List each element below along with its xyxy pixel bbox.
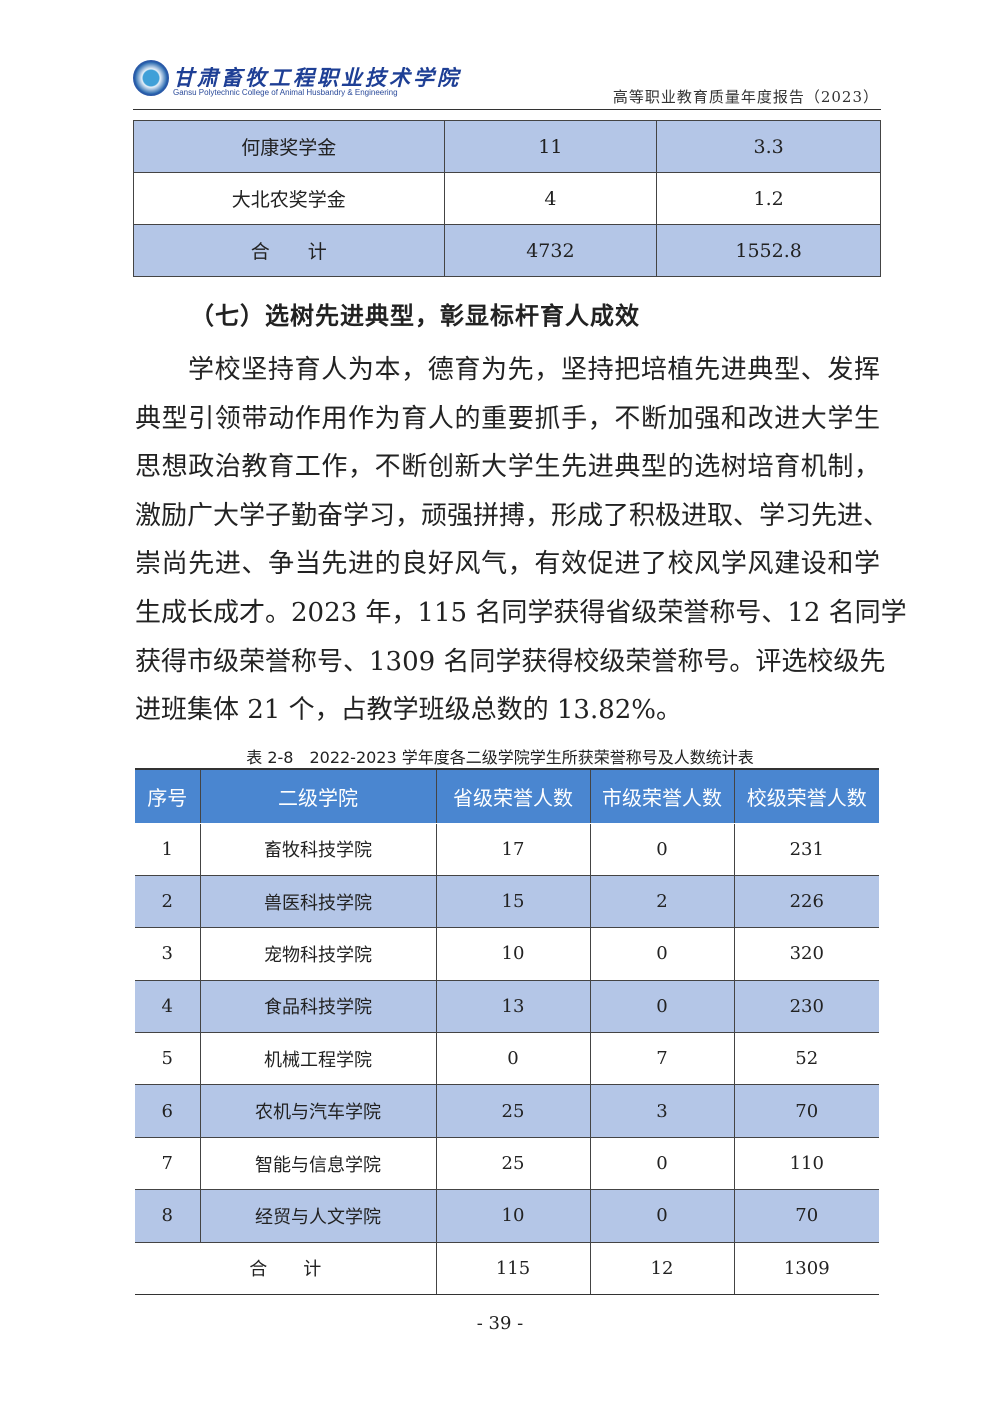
- table-row: 何康奖学金 11 3.3: [133, 120, 881, 173]
- table-cell: 70: [733, 1084, 879, 1138]
- table-cell: 0: [589, 927, 735, 981]
- table-cell: 兽医科技学院: [199, 874, 437, 929]
- table-cell: 17: [435, 823, 591, 876]
- table-cell: 0: [589, 979, 735, 1034]
- total-provincial: 115: [435, 1242, 591, 1296]
- column-header: 省级荣誉人数: [435, 768, 591, 824]
- table-cell: 226: [733, 874, 879, 929]
- table-cell: 2: [589, 874, 735, 929]
- paragraph-line: 进班集体 21 个，占教学班级总数的 13.82%。: [135, 695, 683, 726]
- table-cell: 合 计: [133, 224, 445, 277]
- table-cell: 70: [733, 1189, 879, 1243]
- table-row: 5 机械工程学院 0 7 52: [135, 1032, 879, 1085]
- table-row: 大北农奖学金 4 1.2: [133, 172, 881, 225]
- table-cell: 52: [733, 1032, 879, 1085]
- table-cell: 15: [435, 874, 591, 929]
- column-header: 校级荣誉人数: [733, 768, 879, 824]
- table-cell: 大北农奖学金: [133, 172, 445, 225]
- table-cell: 4: [443, 172, 658, 225]
- table-cell: 230: [733, 979, 879, 1034]
- table-row: 4 食品科技学院 13 0 230: [135, 979, 879, 1034]
- paragraph-line: 思想政治教育工作，不断创新大学生先进典型的选树培育机制，: [135, 452, 880, 483]
- table-cell: 13: [435, 979, 591, 1034]
- table-cell: 0: [589, 823, 735, 876]
- table-row: 1 畜牧科技学院 17 0 231: [135, 823, 879, 876]
- paragraph-line: 生成长成才。2023 年，115 名同学获得省级荣誉称号、12 名同学: [135, 597, 907, 628]
- table-cell: 0: [589, 1189, 735, 1243]
- total-label: 合 计: [135, 1242, 437, 1296]
- table-cell: 6: [135, 1084, 201, 1138]
- table-cell: 畜牧科技学院: [199, 823, 437, 876]
- table-cell: 25: [435, 1084, 591, 1138]
- table-cell: 食品科技学院: [199, 979, 437, 1034]
- table-cell: 0: [435, 1032, 591, 1085]
- page-header: 甘肃畜牧工程职业技术学院 Gansu Polytechnic College o…: [133, 58, 881, 110]
- school-logo-icon: [133, 60, 169, 96]
- table-row: 7 智能与信息学院 25 0 110: [135, 1137, 879, 1190]
- page-number: - 39 -: [476, 1313, 524, 1334]
- body-paragraph: 学校坚持育人为本，德育为先，坚持把培植先进典型、发挥典型引领带动作用作为育人的重…: [135, 346, 907, 735]
- table-cell: 1: [135, 823, 201, 876]
- table-cell: 4: [135, 979, 201, 1034]
- column-header: 序号: [135, 768, 201, 824]
- table-cell: 231: [733, 823, 879, 876]
- table-cell: 1552.8: [656, 224, 881, 277]
- paragraph-line: 获得市级荣誉称号、1309 名同学获得校级荣誉称号。评选校级先: [135, 646, 886, 677]
- table-cell: 宠物科技学院: [199, 927, 437, 981]
- table-cell: 智能与信息学院: [199, 1137, 437, 1190]
- paragraph-line: 学校坚持育人为本，德育为先，坚持把培植先进典型、发挥: [188, 355, 880, 385]
- table-cell: 3: [135, 927, 201, 981]
- table-cell: 3.3: [656, 120, 881, 173]
- table-cell: 11: [443, 120, 658, 173]
- paragraph-line: 激励广大学子勤奋学习，顽强拼搏，形成了积极进取、学习先进、: [135, 500, 890, 531]
- table-row: 8 经贸与人文学院 10 0 70: [135, 1189, 879, 1243]
- paragraph-line: 典型引领带动作用作为育人的重要抓手，不断加强和改进大学生: [135, 403, 880, 434]
- table-cell: 2: [135, 874, 201, 929]
- table-cell: 经贸与人文学院: [199, 1189, 437, 1243]
- table-cell: 8: [135, 1189, 201, 1243]
- table-row: 3 宠物科技学院 10 0 320: [135, 927, 879, 981]
- table-cell: 320: [733, 927, 879, 981]
- report-title: 高等职业教育质量年度报告（2023）: [612, 88, 879, 106]
- column-header: 二级学院: [199, 768, 437, 824]
- table-cell: 4732: [443, 224, 658, 277]
- table-cell: 110: [733, 1137, 879, 1190]
- table-cell: 5: [135, 1032, 201, 1085]
- scholarship-table-continued: 何康奖学金 11 3.3 大北农奖学金 4 1.2 合 计 4732 1552.8: [133, 120, 881, 277]
- table-cell: 10: [435, 1189, 591, 1243]
- table-row: 2 兽医科技学院 15 2 226: [135, 874, 879, 929]
- column-header: 市级荣誉人数: [589, 768, 735, 824]
- table-cell: 7: [589, 1032, 735, 1085]
- table-cell: 7: [135, 1137, 201, 1190]
- total-city: 12: [589, 1242, 735, 1296]
- table-cell: 0: [589, 1137, 735, 1190]
- table-row: 6 农机与汽车学院 25 3 70: [135, 1084, 879, 1138]
- table-cell: 1.2: [656, 172, 881, 225]
- table-cell: 何康奖学金: [133, 120, 445, 173]
- total-school: 1309: [733, 1242, 879, 1296]
- table-caption: 表 2-8 2022-2023 学年度各二级学院学生所获荣誉称号及人数统计表: [246, 748, 754, 767]
- table-cell: 10: [435, 927, 591, 981]
- total-row: 合 计 115 12 1309: [135, 1242, 879, 1296]
- table-row: 合 计 4732 1552.8: [133, 224, 881, 277]
- table-cell: 农机与汽车学院: [199, 1084, 437, 1138]
- table-cell: 3: [589, 1084, 735, 1138]
- school-name-en: Gansu Polytechnic College of Animal Husb…: [173, 88, 398, 97]
- school-name-cn: 甘肃畜牧工程职业技术学院: [173, 65, 461, 90]
- section-title: （七）选树先进典型，彰显标杆育人成效: [190, 301, 640, 330]
- table-cell: 机械工程学院: [199, 1032, 437, 1085]
- paragraph-line: 崇尚先进、争当先进的良好风气，有效促进了校风学风建设和学: [135, 549, 880, 580]
- table-cell: 25: [435, 1137, 591, 1190]
- honor-table: 序号 二级学院 省级荣誉人数 市级荣誉人数 校级荣誉人数 1 畜牧科技学院 17 0 231 2 兽…: [135, 768, 879, 1296]
